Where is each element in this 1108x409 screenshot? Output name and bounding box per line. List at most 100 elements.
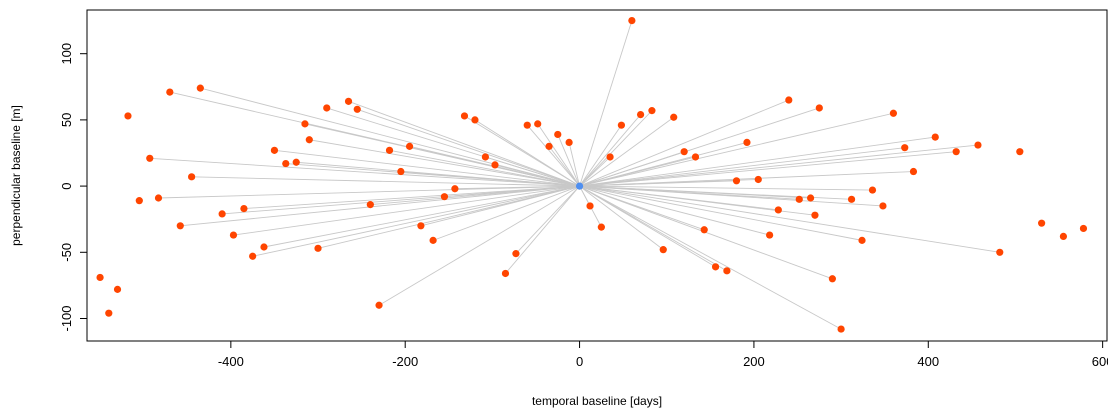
connection-line [579, 185, 883, 207]
data-point [785, 96, 793, 104]
data-point [754, 175, 762, 184]
data-point [385, 146, 394, 154]
x-tick-label: 600 [1092, 354, 1108, 369]
connection-line [537, 123, 580, 187]
y-tick-label: 0 [59, 182, 74, 189]
data-point [1016, 148, 1024, 156]
data-point [105, 309, 113, 317]
data-point [429, 236, 437, 244]
data-point [301, 120, 309, 128]
data-point [1059, 232, 1068, 241]
x-tick-label: -200 [392, 354, 418, 369]
data-point [636, 110, 645, 119]
data-point [124, 112, 132, 120]
connection-line [579, 116, 674, 187]
connection-line [579, 185, 1000, 253]
data-point [711, 263, 720, 271]
x-axis-label: temporal baseline [days] [532, 394, 662, 408]
data-point [617, 121, 626, 129]
data-point [282, 159, 290, 168]
data-point [815, 104, 823, 112]
data-point [366, 201, 374, 209]
connection-line [579, 185, 664, 251]
data-point [196, 84, 204, 92]
data-point [565, 138, 573, 146]
connection-line [378, 185, 580, 306]
connection-line [579, 124, 622, 187]
connection-line [579, 99, 789, 187]
data-point [691, 153, 700, 161]
connection-line [233, 185, 580, 236]
data-point [811, 211, 819, 219]
data-point [314, 244, 322, 252]
data-point [554, 130, 562, 139]
data-point [766, 231, 774, 239]
data-point [586, 202, 594, 210]
data-point [135, 197, 143, 205]
connection-line [579, 156, 696, 187]
data-point [858, 236, 866, 244]
data-point [774, 206, 782, 214]
data-point [723, 267, 731, 275]
connection-line [548, 146, 580, 187]
plot-frame [86, 9, 1108, 342]
connection-line [389, 149, 580, 187]
data-point [828, 275, 836, 283]
x-tick-label: 0 [576, 354, 583, 369]
connection-line [579, 185, 863, 241]
x-tick-label: -400 [218, 354, 244, 369]
data-point [545, 142, 553, 150]
connection-line [579, 180, 737, 187]
y-tick-label: -50 [59, 243, 74, 262]
data-point [166, 88, 174, 96]
data-point [323, 104, 331, 112]
data-point [260, 243, 268, 251]
connection-line [579, 185, 770, 236]
connection-line [526, 124, 580, 187]
connection-line [515, 185, 580, 254]
data-point [270, 146, 279, 154]
data-point [952, 148, 960, 156]
data-point [901, 144, 909, 152]
connection-line [158, 185, 580, 199]
data-point [648, 107, 656, 115]
y-axis-label: perpendicular baseline [m] [9, 105, 23, 246]
data-point [353, 105, 361, 113]
connection-line [180, 185, 580, 227]
connection-line [357, 108, 580, 187]
data-point [397, 167, 405, 176]
connection-line [579, 151, 957, 187]
connection-line [494, 164, 580, 187]
master-point [575, 182, 584, 190]
data-point [628, 16, 636, 25]
connection-line [579, 147, 905, 187]
data-point [806, 194, 815, 202]
connection-line [579, 144, 979, 187]
data-point [96, 273, 104, 282]
data-point [146, 154, 154, 162]
connection-line [348, 100, 580, 187]
data-point [471, 116, 479, 124]
data-point [375, 301, 383, 309]
connection-line [252, 185, 580, 257]
data-point [606, 153, 614, 161]
y-tick-label: 100 [59, 43, 74, 65]
data-point [292, 158, 300, 166]
connection-line [317, 185, 580, 249]
connection-line [400, 171, 580, 187]
data-point [440, 193, 449, 201]
connection-line [579, 185, 852, 200]
data-point [743, 138, 751, 146]
connection-line [432, 185, 580, 241]
connection-line [579, 185, 728, 272]
data-point [680, 148, 688, 156]
data-point [460, 112, 469, 120]
data-point [501, 269, 510, 278]
connection-line [200, 87, 580, 187]
data-point [249, 252, 257, 260]
axis-ticks: -400 -200 0 200 400 600 -100 -50 0 50 100 [59, 43, 1108, 369]
data-point [909, 167, 918, 176]
connection-line [579, 185, 842, 330]
data-point [889, 109, 898, 117]
data-point [597, 223, 605, 231]
